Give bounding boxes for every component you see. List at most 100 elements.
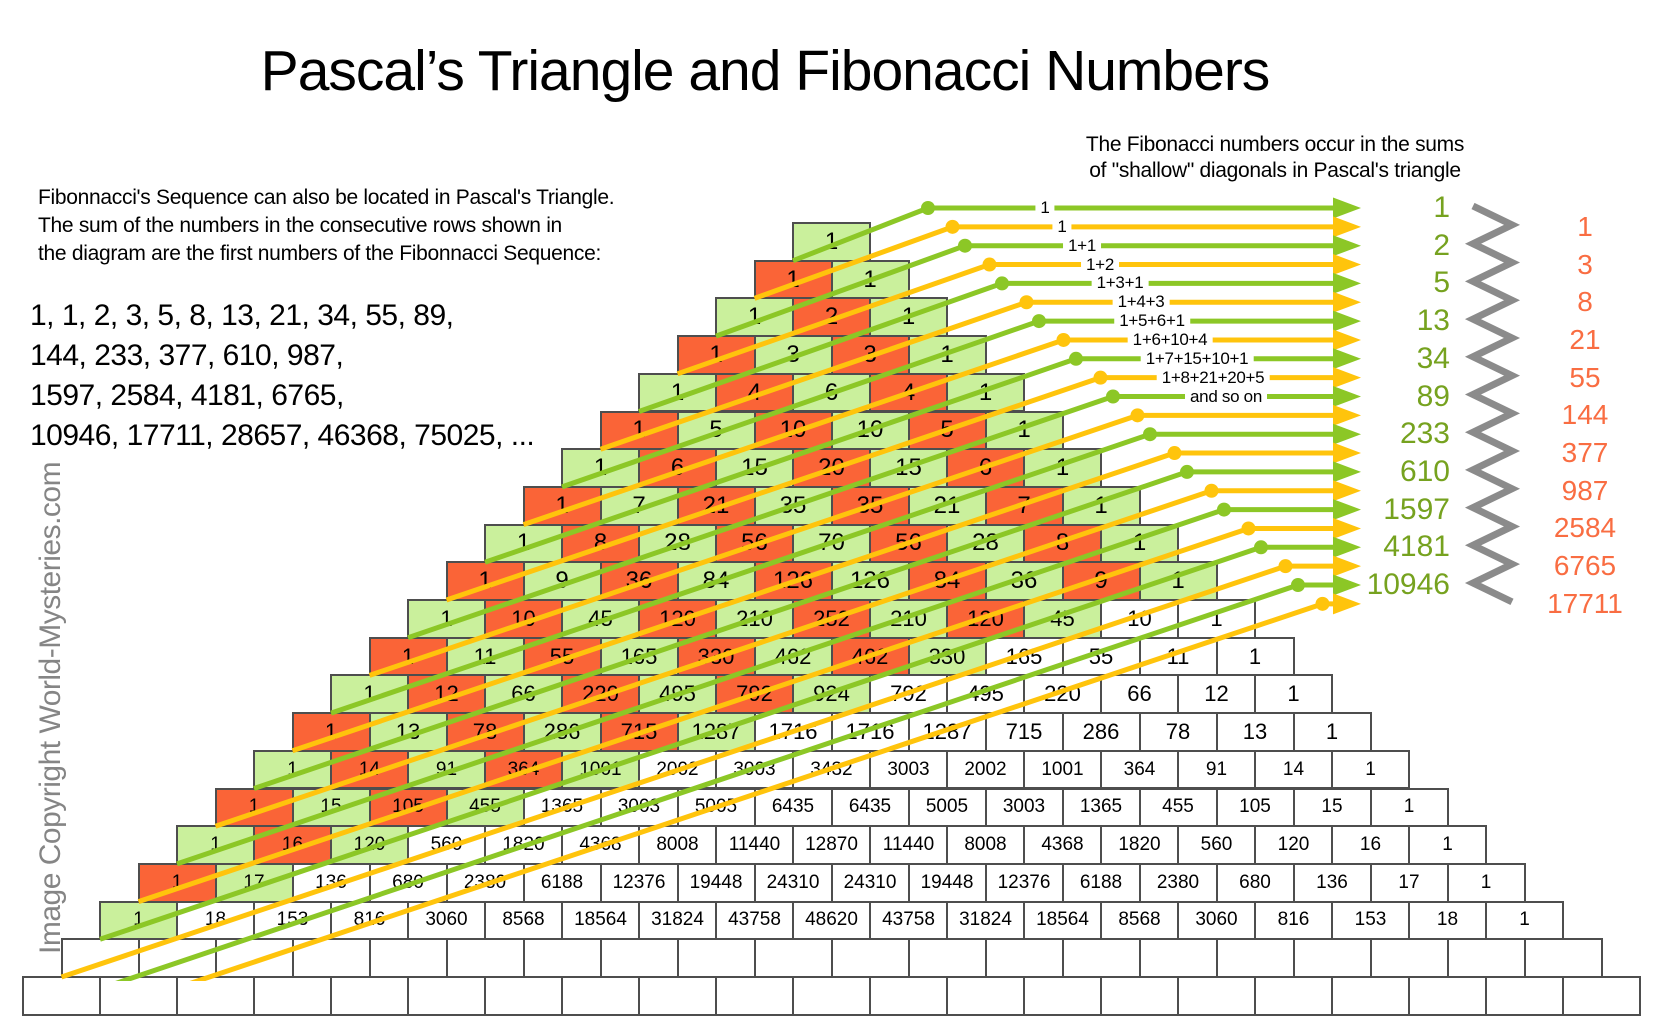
triangle-cell: 495 bbox=[946, 674, 1025, 715]
page-title: Pascal’s Triangle and Fibonacci Numbers bbox=[260, 39, 1271, 103]
triangle-cell: 1 bbox=[1061, 485, 1141, 526]
sequence-line3: 1597, 2584, 4181, 6765, bbox=[30, 379, 344, 412]
triangle-cell: 455 bbox=[445, 787, 525, 828]
triangle-cell: 1 bbox=[214, 787, 294, 828]
triangle-cell: 120 bbox=[946, 599, 1025, 639]
triangle-cell: 55 bbox=[1061, 636, 1141, 677]
triangle-cell: 15 bbox=[291, 787, 371, 828]
triangle-cell: 1 bbox=[1138, 561, 1218, 601]
triangle-cell bbox=[445, 938, 525, 978]
triangle-cell: 1 bbox=[484, 523, 563, 564]
triangle-cell: 364 bbox=[1100, 749, 1179, 790]
triangle-cell: 1 bbox=[368, 636, 448, 677]
triangle-cell: 16 bbox=[253, 825, 332, 865]
triangle-cell: 1 bbox=[137, 862, 217, 903]
triangle-cell: 8 bbox=[561, 523, 640, 564]
bend-dot bbox=[958, 238, 972, 253]
bend-dot bbox=[921, 201, 935, 215]
diagonal-sum-label: 1+4+3 bbox=[1112, 292, 1170, 313]
triangle-cell bbox=[368, 938, 448, 978]
triangle-cell: 286 bbox=[522, 712, 602, 752]
triangle-cell: 6188 bbox=[1061, 862, 1141, 903]
triangle-cell: 16 bbox=[1331, 825, 1410, 865]
triangle-cell: 1 bbox=[907, 335, 987, 375]
bend-dot bbox=[982, 257, 997, 272]
triangle-cell: 792 bbox=[715, 674, 794, 715]
triangle-cell: 8008 bbox=[638, 825, 717, 865]
triangle-cell: 5005 bbox=[676, 787, 756, 828]
left-note-line2: The sum of the numbers in the consecutiv… bbox=[38, 214, 562, 237]
triangle-cell: 1 bbox=[1408, 825, 1487, 865]
diagonal-sum-label: 1 bbox=[1052, 216, 1072, 237]
triangle-cell bbox=[291, 938, 371, 978]
triangle-cell: 13 bbox=[368, 712, 448, 752]
triangle-cell: 6188 bbox=[522, 862, 602, 903]
triangle-cell: 17 bbox=[1369, 862, 1449, 903]
fibonacci-number-orange: 3 bbox=[1577, 248, 1593, 280]
triangle-cell: 1 bbox=[522, 485, 602, 526]
triangle-cell: 105 bbox=[368, 787, 448, 828]
triangle-cell: 7 bbox=[984, 485, 1064, 526]
triangle-cell: 3003 bbox=[715, 749, 794, 790]
triangle-cell: 21 bbox=[676, 485, 756, 526]
bend-dot bbox=[1204, 483, 1219, 498]
triangle-cell: 43758 bbox=[715, 900, 794, 941]
triangle-cell: 35 bbox=[830, 485, 910, 526]
triangle-cell: 286 bbox=[1061, 712, 1141, 752]
triangle-cell: 715 bbox=[984, 712, 1064, 752]
triangle-cell: 1 bbox=[1485, 900, 1564, 941]
fibonacci-number-orange: 21 bbox=[1569, 323, 1601, 355]
triangle-cell: 792 bbox=[869, 674, 948, 715]
triangle-cell bbox=[1485, 976, 1564, 1016]
triangle-cell: 19448 bbox=[676, 862, 756, 903]
bend-dot bbox=[995, 276, 1009, 291]
triangle-cell: 165 bbox=[984, 636, 1064, 677]
triangle-cell bbox=[561, 976, 640, 1016]
triangle-cell: 91 bbox=[407, 749, 486, 790]
triangle-cell: 24310 bbox=[753, 862, 833, 903]
triangle-cell: 220 bbox=[1023, 674, 1102, 715]
diagonal-sum-label: 1+1 bbox=[1063, 235, 1101, 256]
triangle-cell: 19448 bbox=[907, 862, 987, 903]
triangle-cell: 70 bbox=[792, 523, 871, 564]
triangle-cell: 12870 bbox=[792, 825, 871, 865]
triangle-cell: 48620 bbox=[792, 900, 871, 941]
sequence-line2: 144, 233, 377, 610, 987, bbox=[30, 339, 344, 372]
triangle-cell bbox=[1562, 976, 1641, 1016]
triangle-cell: 1 bbox=[1292, 712, 1372, 752]
triangle-cell: 56 bbox=[715, 523, 794, 564]
triangle-cell: 1 bbox=[1254, 674, 1333, 715]
triangle-cell bbox=[792, 976, 871, 1016]
triangle-cell: 680 bbox=[1215, 862, 1295, 903]
triangle-cell: 2380 bbox=[1138, 862, 1218, 903]
triangle-cell: 1 bbox=[946, 372, 1025, 413]
triangle-cell: 1 bbox=[599, 410, 679, 451]
triangle-cell: 45 bbox=[561, 599, 640, 639]
triangle-cell: 560 bbox=[407, 825, 486, 865]
triangle-cell: 2002 bbox=[946, 749, 1025, 790]
fibonacci-number-orange: 6765 bbox=[1553, 550, 1617, 582]
bend-dot bbox=[1019, 295, 1034, 310]
fibonacci-number-green: 4181 bbox=[1383, 530, 1450, 564]
sequence-line1: 1, 1, 2, 3, 5, 8, 13, 21, 34, 55, 89, bbox=[30, 299, 454, 332]
triangle-cell: 120 bbox=[638, 599, 717, 639]
triangle-cell: 78 bbox=[445, 712, 525, 752]
triangle-cell bbox=[1215, 938, 1295, 978]
triangle-cell: 1820 bbox=[1100, 825, 1179, 865]
triangle-cell: 1 bbox=[1215, 636, 1295, 677]
diagonal-sum-label: and so on bbox=[1185, 386, 1267, 407]
triangle-cell: 9 bbox=[1061, 561, 1141, 601]
triangle-cell bbox=[1254, 976, 1333, 1016]
triangle-cell bbox=[599, 938, 679, 978]
triangle-cell: 43758 bbox=[869, 900, 948, 941]
triangle-cell: 715 bbox=[599, 712, 679, 752]
bend-dot bbox=[1069, 351, 1083, 366]
triangle-cell: 126 bbox=[753, 561, 833, 601]
triangle-cell bbox=[1331, 976, 1410, 1016]
triangle-cell bbox=[522, 938, 602, 978]
triangle-cell: 1 bbox=[869, 297, 948, 338]
triangle-cell bbox=[638, 976, 717, 1016]
triangle-cell: 91 bbox=[1177, 749, 1256, 790]
triangle-cell: 15 bbox=[1292, 787, 1372, 828]
triangle-cell: 3 bbox=[753, 335, 833, 375]
